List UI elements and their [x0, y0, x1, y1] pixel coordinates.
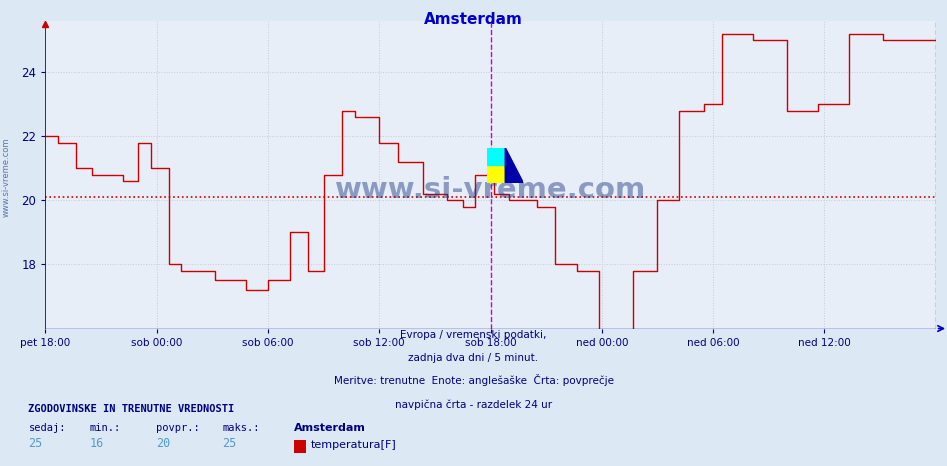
Text: Meritve: trenutne  Enote: anglešaške  Črta: povprečje: Meritve: trenutne Enote: anglešaške Črta… — [333, 375, 614, 386]
Text: Evropa / vremenski podatki,: Evropa / vremenski podatki, — [401, 330, 546, 340]
Text: www.si-vreme.com: www.si-vreme.com — [335, 176, 646, 204]
Bar — [488, 148, 506, 183]
Text: Amsterdam: Amsterdam — [294, 423, 366, 433]
Text: 16: 16 — [90, 438, 104, 450]
Text: zadnja dva dni / 5 minut.: zadnja dva dni / 5 minut. — [408, 353, 539, 363]
Text: www.si-vreme.com: www.si-vreme.com — [2, 137, 11, 217]
Text: povpr.:: povpr.: — [156, 423, 200, 433]
Text: maks.:: maks.: — [223, 423, 260, 433]
Text: navpična črta - razdelek 24 ur: navpična črta - razdelek 24 ur — [395, 399, 552, 410]
Text: Amsterdam: Amsterdam — [424, 12, 523, 27]
Text: 20: 20 — [156, 438, 170, 450]
Polygon shape — [488, 148, 506, 165]
Text: sedaj:: sedaj: — [28, 423, 66, 433]
Text: ZGODOVINSKE IN TRENUTNE VREDNOSTI: ZGODOVINSKE IN TRENUTNE VREDNOSTI — [28, 404, 235, 414]
Text: temperatura[F]: temperatura[F] — [311, 440, 397, 450]
Text: min.:: min.: — [90, 423, 121, 433]
Polygon shape — [506, 148, 524, 183]
Text: 25: 25 — [28, 438, 43, 450]
Text: 25: 25 — [223, 438, 237, 450]
